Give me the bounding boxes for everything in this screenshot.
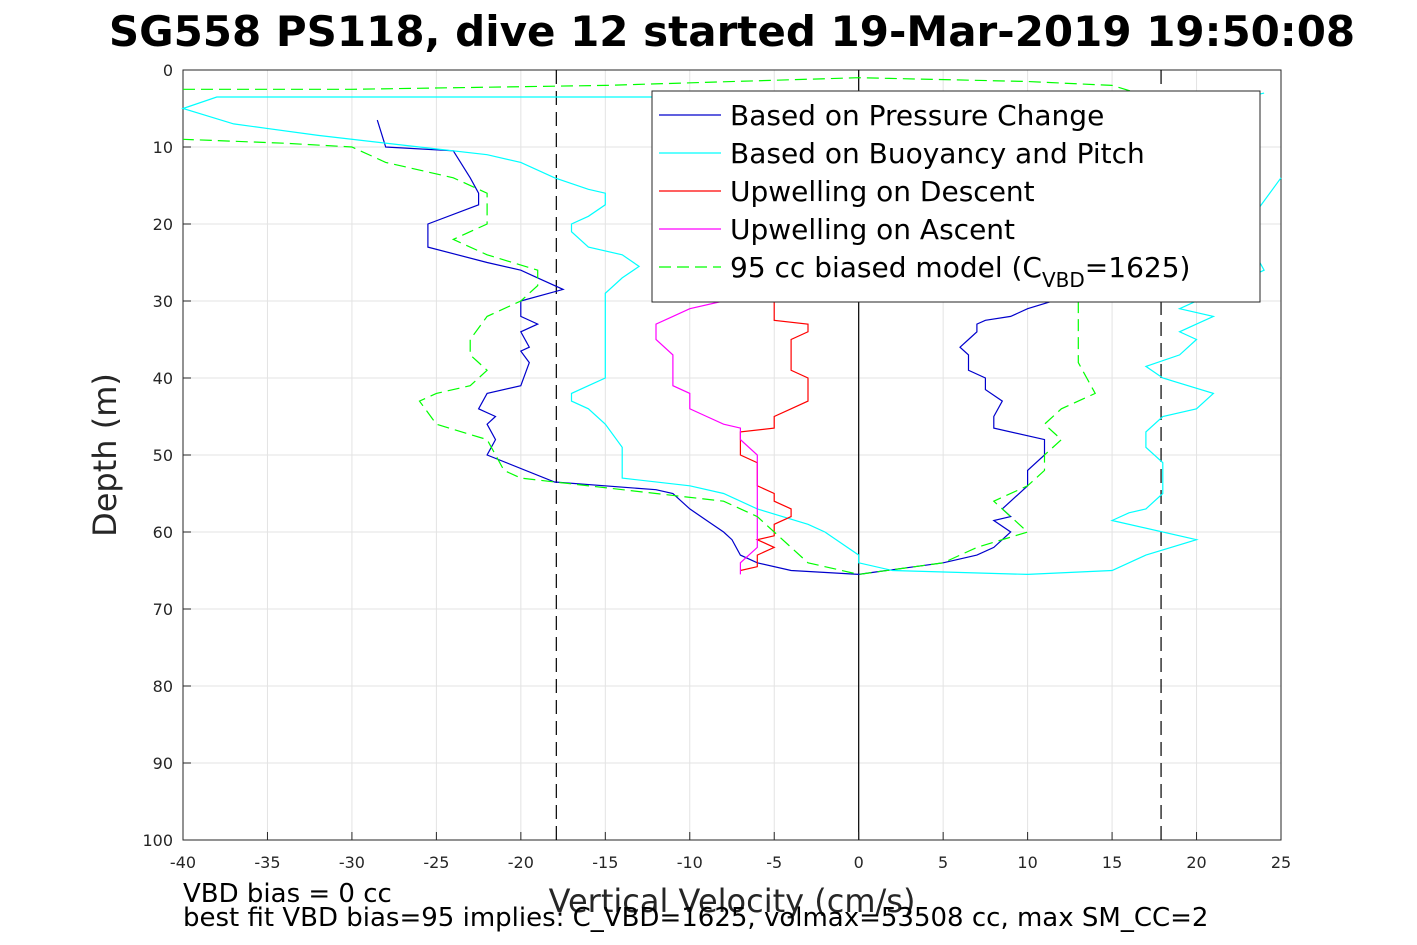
y-tick-label: 70	[153, 600, 173, 619]
x-axis-ticks: -40 -35 -30 -25 -20 -15 -10 -5 0 5 10 15 20 25	[170, 832, 1291, 872]
x-tick-label: -30	[339, 853, 365, 872]
footer-line-2: best fit VBD bias=95 implies: C_VBD=1625…	[183, 903, 1208, 933]
series-line-2	[181, 92, 1282, 576]
y-tick-label: 40	[153, 369, 173, 388]
x-tick-label: 0	[854, 853, 864, 872]
series-line-1	[376, 119, 1062, 576]
x-tick-label: 5	[938, 853, 948, 872]
legend-label: Upwelling on Ascent	[730, 213, 1015, 246]
x-tick-label: 15	[1102, 853, 1122, 872]
x-tick-label: -15	[592, 853, 618, 872]
x-axis-label: Vertical Velocity (cm/s)	[549, 882, 916, 920]
x-tick-label: -10	[677, 853, 703, 872]
legend-label: Based on Pressure Change	[730, 99, 1104, 132]
y-tick-label: 80	[153, 677, 173, 696]
x-tick-label: -5	[766, 853, 782, 872]
y-tick-label: 20	[153, 215, 173, 234]
legend-label: 95 cc biased model (CVBD=1625)	[730, 251, 1190, 292]
legend-label: Upwelling on Descent	[730, 175, 1035, 208]
y-tick-label: 30	[153, 292, 173, 311]
x-tick-label: 20	[1186, 853, 1206, 872]
footer-line-1: VBD bias = 0 cc	[183, 879, 392, 909]
x-tick-label: -20	[508, 853, 534, 872]
chart-title: SG558 PS118, dive 12 started 19-Mar-2019…	[109, 7, 1355, 56]
y-axis-label: Depth (m)	[86, 373, 124, 537]
y-tick-label: 50	[153, 446, 173, 465]
x-tick-label: -35	[254, 853, 280, 872]
series-line-4	[655, 300, 758, 575]
y-tick-label: 60	[153, 523, 173, 542]
x-tick-label: 25	[1271, 853, 1291, 872]
y-tick-label: 10	[153, 138, 173, 157]
y-tick-label: 100	[142, 831, 173, 850]
legend-label: Based on Buoyancy and Pitch	[730, 137, 1145, 170]
y-axis-ticks: 0 10 20 30 40 50 60 70 80 90 100	[142, 61, 191, 850]
x-tick-label: -40	[170, 853, 196, 872]
x-tick-label: -25	[423, 853, 449, 872]
y-tick-label: 90	[153, 754, 173, 773]
legend-box	[651, 90, 1261, 303]
x-tick-label: 10	[1017, 853, 1037, 872]
y-tick-label: 0	[163, 61, 173, 80]
legend: Based on Pressure Change Based on Buoyanc…	[651, 90, 1261, 303]
